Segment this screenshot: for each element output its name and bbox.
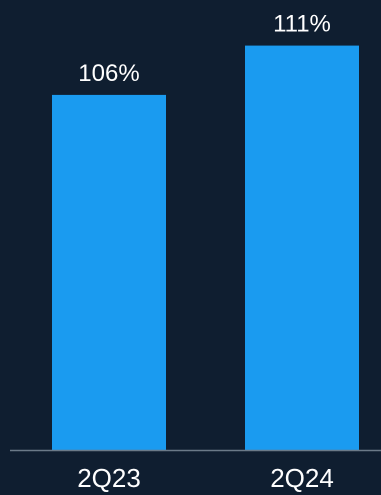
x-tick-label-2q24: 2Q24 [270, 463, 334, 493]
bar-2q24 [245, 45, 359, 450]
x-tick-labels-group: 2Q23 2Q24 [77, 463, 334, 493]
data-labels-group: 106% 111% [78, 11, 331, 87]
bars-group [52, 45, 359, 450]
data-label-2q24: 111% [273, 11, 331, 38]
data-label-2q23: 106% [78, 60, 139, 87]
bar-2q23 [52, 94, 166, 450]
x-tick-label-2q23: 2Q23 [77, 463, 141, 493]
